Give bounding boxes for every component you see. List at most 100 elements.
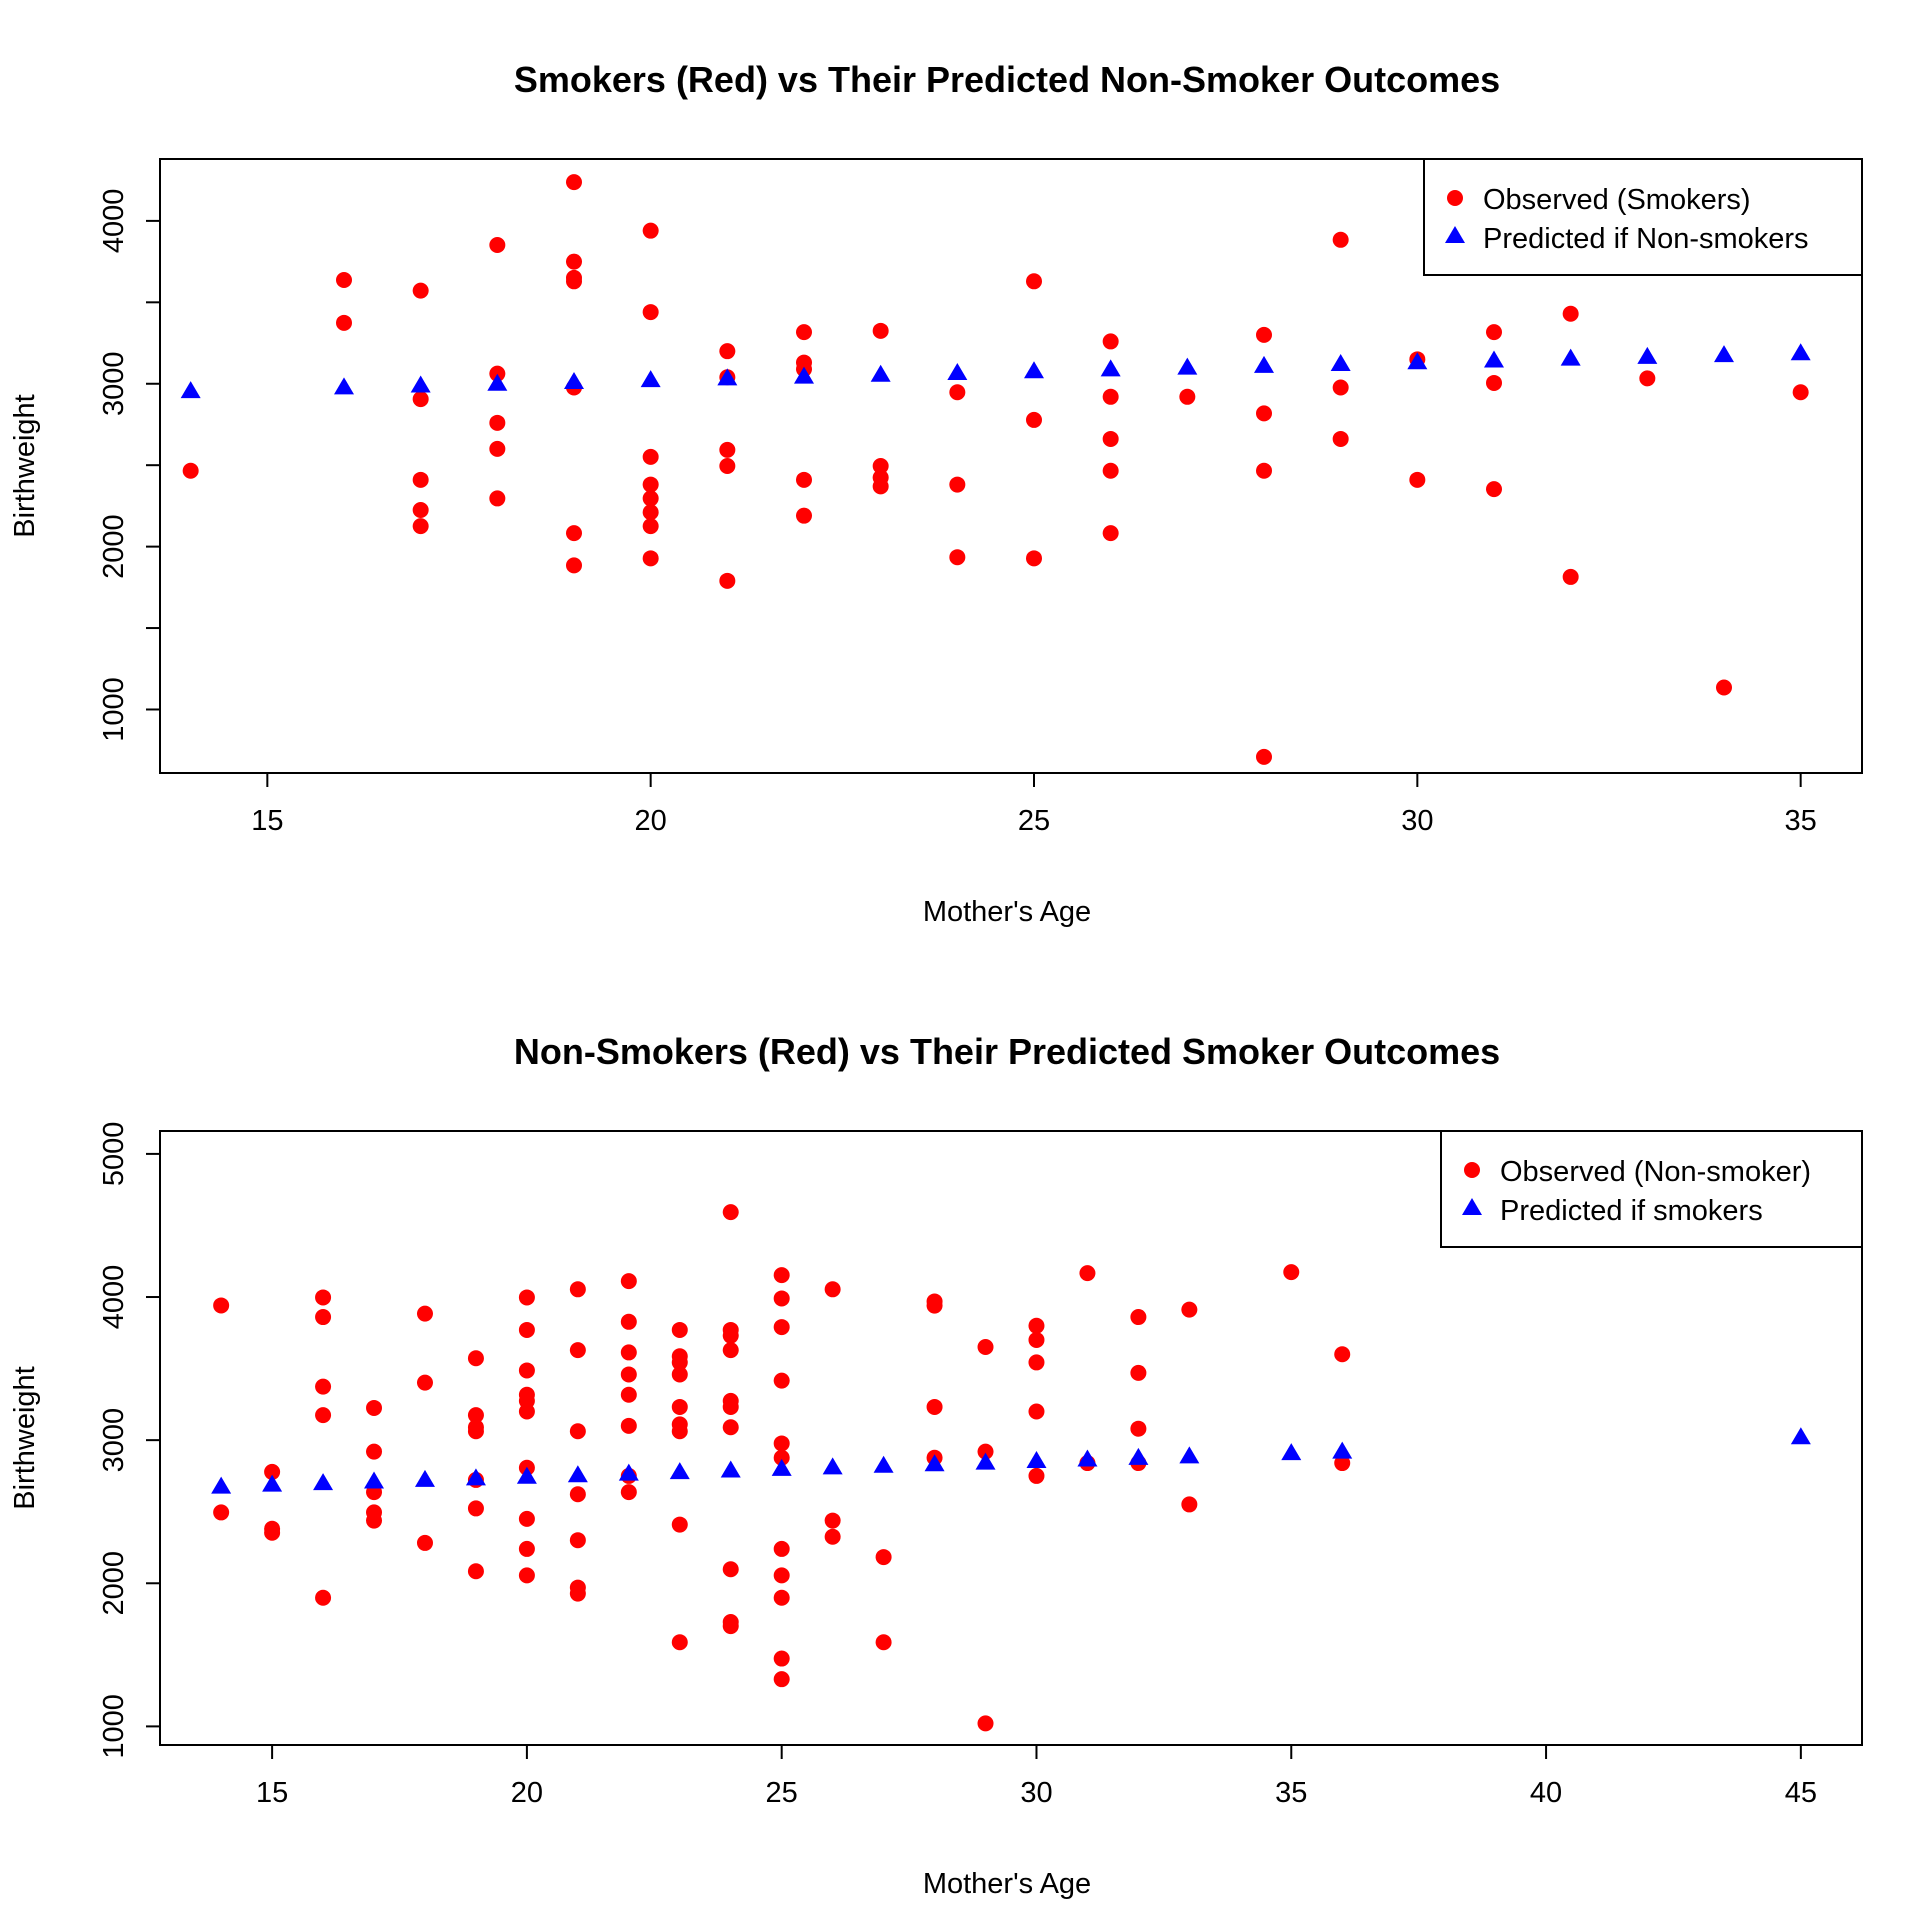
legend-box bbox=[1440, 1130, 1863, 1248]
legend: Observed (Non-smoker) Predicted if smoke… bbox=[1440, 1130, 1863, 1248]
predicted-point bbox=[1026, 1451, 1047, 1469]
observed-point bbox=[412, 282, 429, 299]
chart-title: Non-Smokers (Red) vs Their Predicted Smo… bbox=[514, 1031, 1500, 1072]
observed-point bbox=[671, 1354, 688, 1371]
observed-point bbox=[264, 1463, 281, 1480]
predicted-point bbox=[410, 375, 431, 393]
observed-point bbox=[412, 391, 429, 408]
observed-point bbox=[642, 304, 659, 321]
observed-point bbox=[620, 1313, 637, 1330]
observed-point bbox=[1256, 462, 1272, 479]
observed-point bbox=[722, 1561, 739, 1578]
observed-point bbox=[926, 1398, 943, 1415]
predicted-point bbox=[794, 366, 814, 384]
observed-point bbox=[1130, 1309, 1147, 1326]
observed-point bbox=[489, 490, 506, 507]
y-tick-label: 4000 bbox=[98, 189, 130, 254]
observed-point bbox=[264, 1524, 281, 1541]
observed-point bbox=[671, 1398, 688, 1415]
observed-point bbox=[796, 324, 812, 341]
observed-point bbox=[722, 1618, 739, 1635]
observed-point bbox=[824, 1528, 841, 1545]
predicted-point bbox=[720, 1460, 741, 1478]
x-tick-label: 20 bbox=[635, 805, 667, 837]
observed-point bbox=[1486, 374, 1502, 391]
x-tick-label: 25 bbox=[766, 1777, 798, 1809]
y-tick-label: 2000 bbox=[98, 514, 130, 579]
observed-point bbox=[467, 1350, 484, 1367]
observed-point bbox=[796, 507, 812, 524]
predicted-point bbox=[1077, 1449, 1098, 1467]
predicted-point bbox=[313, 1473, 334, 1491]
observed-point bbox=[671, 1516, 688, 1533]
observed-point bbox=[412, 471, 429, 488]
observed-point bbox=[1028, 1354, 1045, 1371]
y-tick-label: 1000 bbox=[98, 677, 130, 742]
observed-point bbox=[1334, 1346, 1351, 1363]
observed-point bbox=[489, 236, 506, 253]
observed-point bbox=[1716, 679, 1732, 696]
observed-point bbox=[336, 314, 352, 331]
observed-point bbox=[569, 1585, 586, 1602]
y-tick-label: 3000 bbox=[98, 351, 130, 416]
observed-point bbox=[1256, 405, 1272, 422]
observed-point bbox=[824, 1281, 841, 1298]
observed-point bbox=[642, 476, 659, 493]
observed-point bbox=[366, 1399, 383, 1416]
y-axis-label: Birthweight bbox=[9, 1366, 41, 1509]
observed-point bbox=[569, 1342, 586, 1359]
y-tick-label: 4000 bbox=[98, 1265, 130, 1330]
observed-point bbox=[671, 1321, 688, 1338]
observed-point bbox=[1409, 471, 1426, 488]
observed-point bbox=[1028, 1467, 1045, 1484]
observed-point bbox=[872, 322, 889, 339]
predicted-point bbox=[669, 1462, 690, 1480]
predicted-point bbox=[211, 1476, 232, 1494]
observed-point bbox=[1792, 384, 1809, 401]
observed-point bbox=[1026, 273, 1042, 290]
observed-point bbox=[518, 1567, 535, 1584]
x-axis-label: Mother's Age bbox=[923, 1868, 1091, 1900]
x-tick-label: 35 bbox=[1785, 805, 1817, 837]
predicted-point bbox=[771, 1458, 792, 1476]
observed-point bbox=[518, 1362, 535, 1379]
predicted-point bbox=[567, 1465, 588, 1483]
observed-point bbox=[620, 1417, 637, 1434]
observed-point bbox=[315, 1309, 332, 1326]
x-tick-label: 40 bbox=[1530, 1777, 1562, 1809]
data-marks bbox=[180, 174, 1811, 765]
y-tick-label: 3000 bbox=[98, 1408, 130, 1473]
observed-point bbox=[1332, 430, 1349, 447]
observed-point bbox=[926, 1297, 943, 1314]
observed-point bbox=[1639, 370, 1656, 387]
predicted-point bbox=[924, 1454, 945, 1472]
observed-point bbox=[1562, 568, 1579, 585]
observed-point bbox=[416, 1305, 433, 1322]
predicted-point bbox=[1128, 1447, 1149, 1465]
x-tick-label: 15 bbox=[251, 805, 283, 837]
predicted-point bbox=[180, 381, 201, 399]
x-tick-label: 25 bbox=[1018, 805, 1050, 837]
predicted-point bbox=[1281, 1443, 1302, 1461]
observed-point bbox=[977, 1338, 994, 1355]
observed-point bbox=[620, 1484, 637, 1501]
observed-point bbox=[977, 1443, 994, 1460]
observed-point bbox=[872, 458, 889, 474]
observed-point bbox=[1130, 1420, 1147, 1437]
legend: Observed (Smokers) Predicted if Non-smok… bbox=[1423, 158, 1863, 276]
observed-point bbox=[1332, 231, 1349, 248]
observed-point bbox=[1028, 1317, 1045, 1334]
observed-point bbox=[467, 1563, 484, 1580]
observed-point bbox=[182, 462, 199, 479]
predicted-point bbox=[1407, 352, 1428, 370]
observed-point bbox=[366, 1512, 383, 1529]
observed-point bbox=[569, 1281, 586, 1298]
observed-point bbox=[213, 1504, 230, 1521]
observed-point bbox=[1026, 550, 1042, 567]
observed-point bbox=[1332, 379, 1349, 396]
observed-point bbox=[315, 1289, 332, 1306]
observed-point bbox=[412, 501, 429, 518]
observed-point bbox=[722, 1419, 739, 1436]
observed-point bbox=[213, 1297, 230, 1314]
